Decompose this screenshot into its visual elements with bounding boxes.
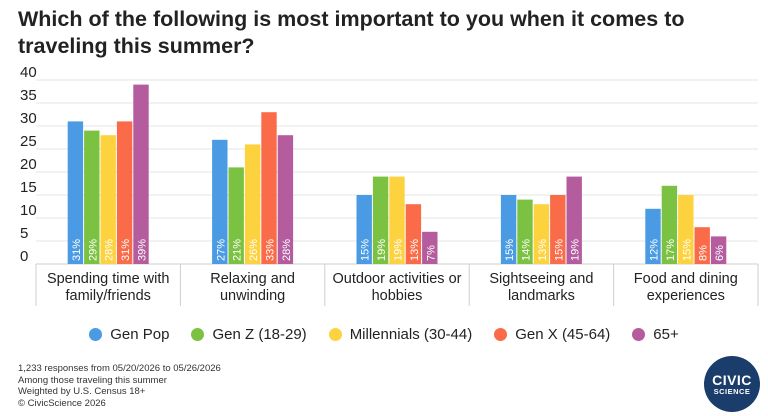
- bar: [389, 176, 405, 264]
- legend-label-millennials: Millennials (30-44): [349, 326, 473, 343]
- legend-swatch-millennials: [328, 328, 342, 341]
- bar-value-label: 8%: [698, 245, 710, 261]
- bar-value-label: 19%: [376, 239, 388, 261]
- bar: [550, 195, 566, 264]
- y-tick-label: 15: [20, 179, 37, 196]
- bar: [533, 204, 550, 264]
- bar-value-label: 39%: [137, 239, 149, 261]
- bar-value-label: 19%: [393, 239, 405, 261]
- bar-value-label: 31%: [71, 239, 83, 261]
- x-category-label: Spending time with: [47, 271, 170, 287]
- legend-item-65-plus: 65+: [632, 326, 679, 343]
- bar-value-label: 26%: [248, 239, 260, 261]
- bar: [694, 227, 710, 264]
- legend-swatch-gen-z: [191, 328, 205, 341]
- legend-label-gen-pop: Gen Pop: [110, 326, 170, 343]
- bar-value-label: 33%: [265, 239, 277, 261]
- bar: [228, 167, 244, 264]
- bar-value-label: 17%: [665, 239, 677, 261]
- x-category-label: hobbies: [372, 288, 423, 304]
- bar-value-label: 21%: [232, 239, 244, 261]
- legend-item-gen-x: Gen X (45-64): [494, 326, 610, 343]
- bar: [84, 130, 100, 264]
- y-tick-label: 25: [20, 133, 37, 150]
- y-tick-label: 20: [20, 156, 37, 173]
- x-category-label: Food and dining: [634, 271, 738, 287]
- bar: [710, 236, 727, 264]
- bar: [422, 231, 438, 264]
- legend-item-millennials: Millennials (30-44): [328, 326, 473, 343]
- legend-label-65-plus: 65+: [653, 326, 679, 343]
- footnote-responses: 1,233 responses from 05/20/2026 to 05/26…: [18, 363, 221, 374]
- footnote-weighting: Weighted by U.S. Census 18+: [18, 386, 146, 397]
- bar-value-label: 31%: [120, 239, 132, 261]
- bar: [100, 135, 116, 264]
- bar: [356, 195, 372, 264]
- y-tick-label: 0: [20, 248, 28, 265]
- footnote-population: Among those traveling this summer: [18, 374, 167, 386]
- bar-value-label: 15%: [553, 239, 565, 261]
- chart-title: Which of the following is most important…: [18, 7, 685, 58]
- footnote-copyright: © CivicScience 2026: [18, 397, 106, 409]
- bar-value-label: 6%: [714, 245, 726, 261]
- bar: [661, 185, 678, 264]
- bar-value-label: 15%: [360, 239, 372, 261]
- legend-item-gen-z: Gen Z (18-29): [191, 326, 307, 343]
- x-category-label: experiences: [647, 288, 725, 304]
- legend-swatch-gen-x: [494, 328, 508, 341]
- x-category-label: family/friends: [65, 288, 150, 304]
- bar: [67, 121, 84, 265]
- bar: [517, 199, 533, 264]
- bar-value-label: 27%: [215, 239, 227, 261]
- x-category-label: unwinding: [220, 288, 285, 304]
- logo-line-2: SCIENCE: [713, 386, 751, 396]
- bar: [645, 208, 661, 264]
- y-tick-label: 10: [20, 202, 37, 219]
- x-category-label: Sightseeing and: [489, 271, 593, 287]
- bar: [244, 144, 261, 264]
- y-tick-label: 30: [20, 110, 37, 127]
- bar: [678, 195, 694, 264]
- footnotes: 1,233 responses from 05/20/2026 to 05/26…: [18, 363, 221, 409]
- bar: [116, 121, 133, 265]
- y-tick-label: 5: [20, 225, 28, 242]
- y-tick-label: 40: [20, 64, 37, 81]
- bar-value-label: 28%: [281, 239, 293, 261]
- bar-value-label: 29%: [87, 239, 99, 261]
- bar-value-label: 12%: [649, 239, 661, 261]
- bar-value-label: 28%: [104, 239, 116, 261]
- legend-swatch-gen-pop: [89, 328, 103, 341]
- bar: [277, 135, 294, 264]
- bar-chart: 0 5 10 15 20 25 30 35 40 31% 29% 28% 31% 39% Spending …: [20, 64, 759, 306]
- x-category-label: Outdoor activities or: [333, 271, 462, 287]
- legend: Gen Pop Gen Z (18-29) Millennials (30-44…: [0, 326, 768, 343]
- logo-line-1: CIVIC: [712, 371, 752, 388]
- bar: [133, 84, 149, 264]
- bar: [500, 195, 517, 264]
- bar-value-label: 13%: [537, 239, 549, 261]
- bar: [372, 176, 389, 264]
- bar: [405, 204, 422, 264]
- bar-value-label: 15%: [504, 239, 516, 261]
- y-tick-label: 35: [20, 87, 37, 104]
- bar: [212, 139, 228, 264]
- x-category-label: Relaxing and: [210, 271, 295, 287]
- legend-swatch-65-plus: [632, 328, 646, 341]
- bar: [566, 176, 582, 264]
- bar: [261, 112, 277, 264]
- bar-value-label: 7%: [425, 245, 437, 261]
- legend-label-gen-x: Gen X (45-64): [515, 326, 611, 343]
- bar-value-label: 19%: [570, 239, 582, 261]
- legend-item-gen-pop: Gen Pop: [89, 326, 169, 343]
- bar-value-label: 14%: [521, 239, 533, 261]
- civicscience-logo: CIVIC SCIENCE: [704, 356, 760, 412]
- x-category-label: landmarks: [508, 288, 575, 304]
- legend-label-gen-z: Gen Z (18-29): [212, 326, 307, 343]
- bar-value-label: 15%: [681, 239, 693, 261]
- bar-value-label: 13%: [409, 239, 421, 261]
